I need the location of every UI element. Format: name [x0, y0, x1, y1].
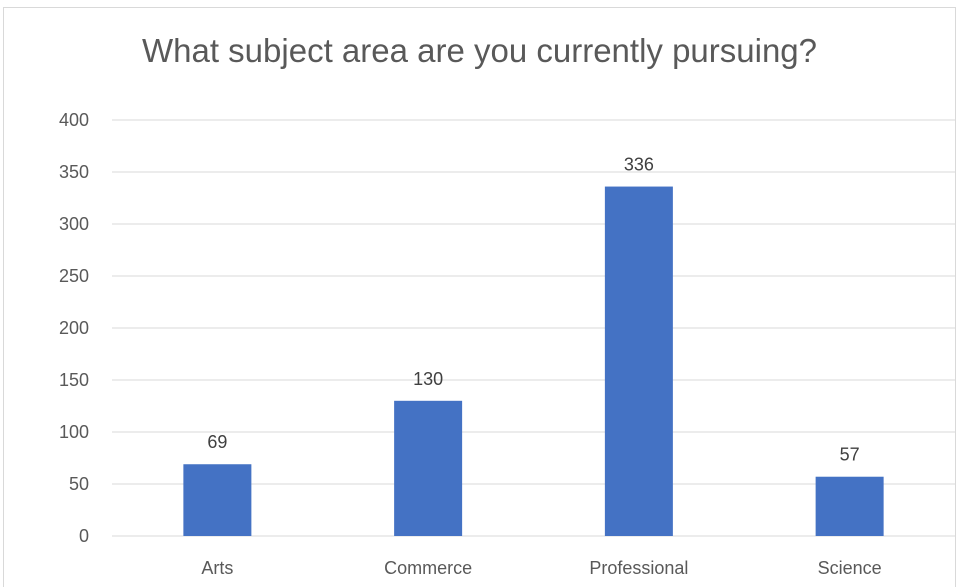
chart-title: What subject area are you currently purs…	[141, 32, 818, 69]
data-label: 57	[840, 445, 860, 465]
data-label: 336	[624, 155, 654, 175]
x-tick-label: Commerce	[384, 558, 472, 578]
y-tick-label: 300	[59, 214, 89, 234]
gridlines	[112, 119, 955, 537]
x-tick-label: Professional	[589, 558, 688, 578]
chart-frame	[3, 7, 956, 587]
y-axis-labels: 0 50 100 150 200 250 300 350 400	[59, 110, 89, 546]
y-tick-label: 350	[59, 162, 89, 182]
data-label: 130	[413, 369, 443, 389]
bars	[183, 186, 884, 536]
bar-commerce	[394, 400, 463, 536]
y-tick-label: 250	[59, 266, 89, 286]
y-tick-label: 50	[69, 474, 89, 494]
x-tick-label: Arts	[201, 558, 233, 578]
data-labels: 69 130 336 57	[207, 155, 859, 465]
data-label: 69	[207, 432, 227, 452]
y-tick-label: 0	[79, 526, 89, 546]
y-tick-label: 400	[59, 110, 89, 130]
y-tick-label: 200	[59, 318, 89, 338]
bar-professional	[604, 186, 673, 536]
bar-arts	[183, 464, 252, 536]
x-axis-labels: Arts Commerce Professional Science	[201, 558, 881, 578]
y-tick-label: 100	[59, 422, 89, 442]
bar-science	[815, 476, 884, 536]
y-tick-label: 150	[59, 370, 89, 390]
x-tick-label: Science	[818, 558, 882, 578]
